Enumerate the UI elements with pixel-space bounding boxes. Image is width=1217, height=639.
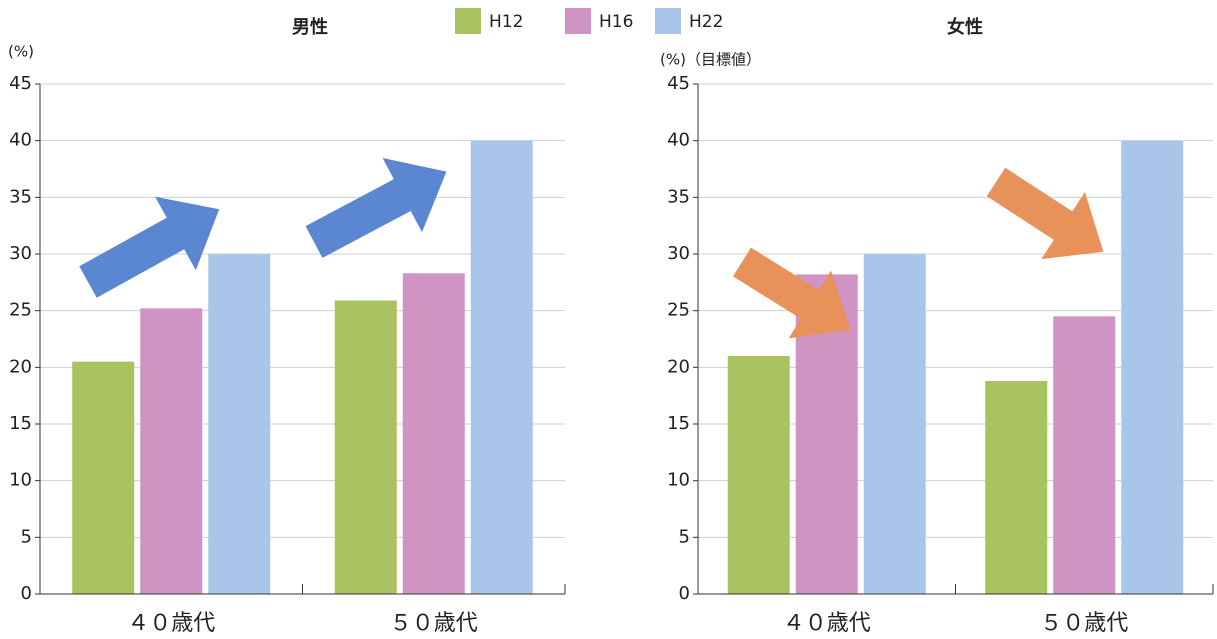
legend-swatch: [565, 8, 591, 34]
y-tick-label: 40: [667, 130, 690, 151]
y-tick-label: 35: [667, 186, 690, 207]
y-tick-label: 35: [9, 186, 32, 207]
bar: [72, 361, 135, 594]
y-tick-label: 45: [667, 73, 690, 94]
y-tick-label: 10: [667, 470, 690, 491]
bar: [470, 140, 533, 594]
bar: [140, 308, 203, 594]
trend-arrow: [986, 167, 1104, 260]
legend-label: H22: [689, 12, 723, 32]
x-tick-label: ５０歳代: [1040, 611, 1128, 636]
chart-title: 女性: [947, 16, 983, 38]
x-tick-label: ５０歳代: [390, 611, 478, 636]
chart-title: 男性: [292, 16, 328, 38]
y-tick-label: 15: [9, 413, 32, 434]
y-tick-label: 20: [667, 356, 690, 377]
y-tick-label: 5: [21, 526, 32, 547]
arrows: [79, 157, 1104, 339]
trend-arrow: [732, 247, 851, 339]
y-tick-label: 0: [21, 583, 32, 604]
bar: [727, 356, 790, 594]
y-axis-label: (%)（目標値）: [660, 51, 761, 69]
y-tick-label: 45: [9, 73, 32, 94]
bar: [1121, 140, 1184, 594]
trend-arrow: [79, 196, 220, 298]
bar: [334, 300, 397, 594]
y-tick-label: 15: [667, 413, 690, 434]
y-tick-label: 25: [667, 300, 690, 321]
y-axis-label: (%): [8, 43, 34, 61]
legend-label: H12: [489, 12, 523, 32]
y-tick-label: 0: [679, 583, 690, 604]
y-tick-label: 40: [9, 130, 32, 151]
bar: [1053, 316, 1116, 594]
y-tick-label: 25: [9, 300, 32, 321]
x-tick-label: ４０歳代: [783, 611, 871, 636]
bar: [985, 380, 1048, 594]
legend-label: H16: [599, 12, 633, 32]
bar: [208, 254, 271, 594]
plots: 男性 (%) 0 5 10 15 20 25 30 35 40 45 ４０歳代 ５０歳代 女性 (%)（目標値…: [8, 16, 1214, 636]
legend-swatch: [655, 8, 681, 34]
x-tick-label: ４０歳代: [127, 611, 215, 636]
bar: [863, 254, 926, 594]
y-tick-label: 30: [667, 243, 690, 264]
y-tick-label: 10: [9, 470, 32, 491]
y-tick-label: 20: [9, 356, 32, 377]
trend-arrow: [305, 157, 447, 258]
bar: [402, 273, 465, 594]
legend-swatch: [455, 8, 481, 34]
legend: H12 H16 H22: [455, 8, 723, 34]
y-tick-label: 30: [9, 243, 32, 264]
y-tick-label: 5: [679, 526, 690, 547]
